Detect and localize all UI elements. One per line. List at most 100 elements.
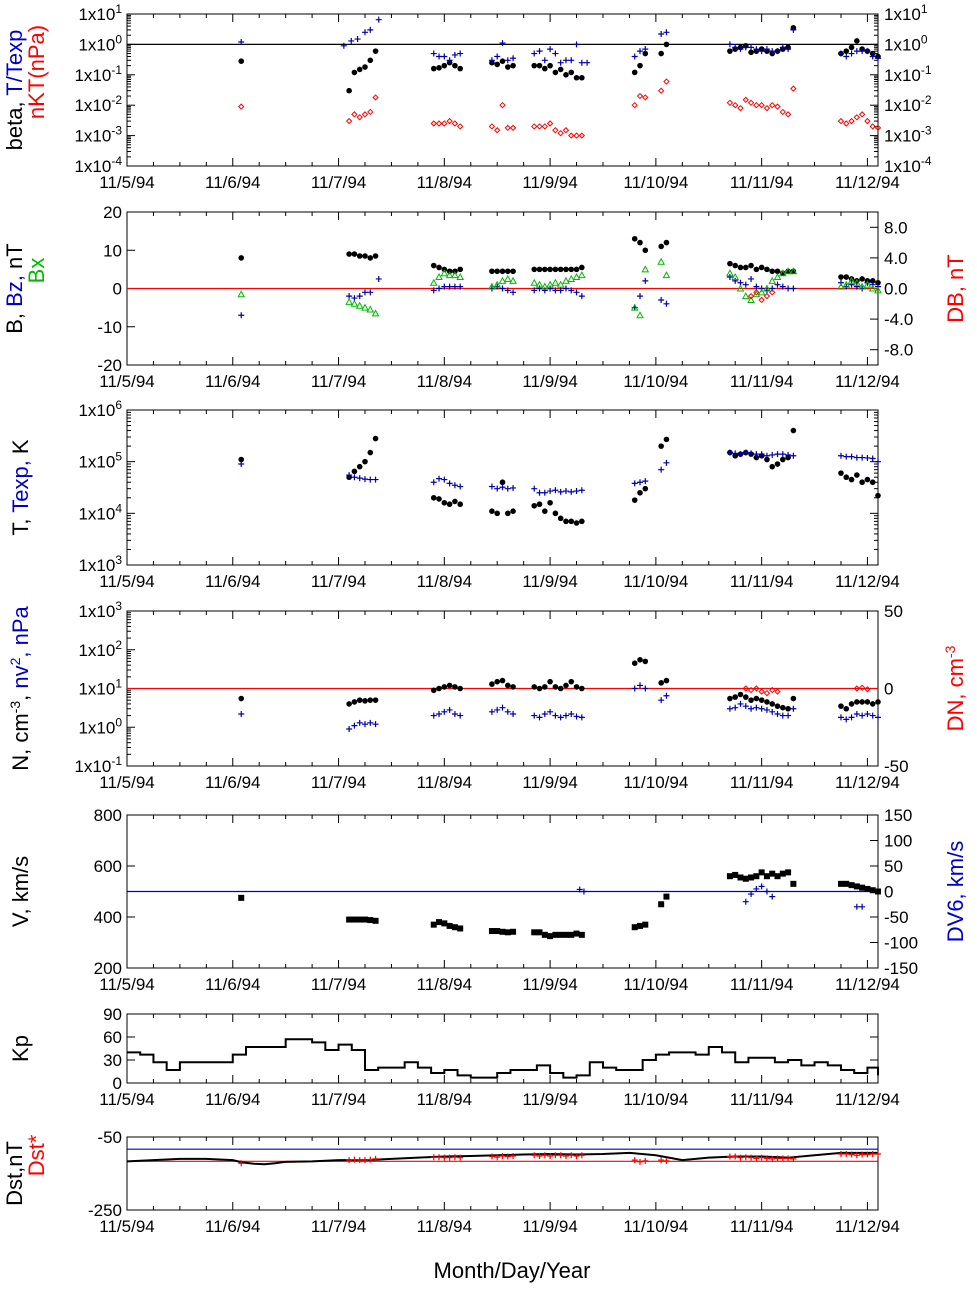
data-point <box>642 46 649 53</box>
data-point <box>510 684 516 690</box>
data-point <box>584 59 591 66</box>
data-point <box>510 1152 517 1159</box>
data-point <box>547 933 554 940</box>
data-point <box>547 708 554 715</box>
data-point <box>362 253 368 259</box>
right-y-tick-label: 1x101 <box>884 2 928 24</box>
data-point <box>542 508 548 514</box>
data-point <box>361 1157 368 1164</box>
data-point <box>875 699 881 705</box>
data-point <box>748 1154 755 1161</box>
data-point <box>494 510 501 517</box>
data-point <box>499 479 506 486</box>
data-point <box>557 488 564 495</box>
data-point <box>499 1152 506 1159</box>
panel-density: 11/5/94 11/6/94 11/7/94 11/8/94 11/9/94 11/10… <box>7 599 968 792</box>
data-point <box>732 704 739 711</box>
data-point <box>563 682 569 689</box>
right-y-tick-label: 1x10-4 <box>884 154 932 176</box>
data-point <box>579 74 585 81</box>
series-b <box>238 235 881 286</box>
y-axis-label-secondary: nKT(nPa) <box>24 25 49 119</box>
data-point <box>436 64 442 71</box>
data-point <box>779 44 786 51</box>
right-y-axis-label: DN, cm-3​ <box>942 645 968 731</box>
data-point <box>663 300 670 307</box>
data-point <box>859 285 866 292</box>
data-point <box>869 712 876 719</box>
data-point <box>351 722 358 729</box>
data-point <box>446 283 453 290</box>
y-tick-label: 1x103 <box>78 553 122 575</box>
data-point <box>774 703 781 709</box>
data-point <box>573 74 580 81</box>
data-point <box>504 485 511 492</box>
data-point <box>489 268 495 275</box>
data-point <box>441 476 448 483</box>
panel-kp: 11/5/94 11/6/94 11/7/94 11/8/94 11/9/94 11/10… <box>8 1005 900 1109</box>
data-point <box>642 94 649 101</box>
data-point <box>785 705 791 712</box>
data-point <box>779 712 786 719</box>
data-point <box>747 295 755 303</box>
data-point <box>488 483 495 490</box>
data-point <box>578 59 585 66</box>
data-point <box>436 710 443 717</box>
data-point <box>452 684 458 690</box>
data-point <box>499 704 506 711</box>
y-tick-label: 10 <box>103 241 122 260</box>
x-tick-label: 11/9/94 <box>522 173 577 192</box>
data-point <box>838 703 844 709</box>
data-point <box>853 883 860 890</box>
data-point <box>556 280 565 288</box>
data-point <box>430 287 437 294</box>
data-point <box>510 508 516 514</box>
data-point <box>494 61 501 68</box>
data-point <box>727 695 733 702</box>
data-point <box>763 1155 770 1162</box>
data-point <box>726 274 733 281</box>
data-point <box>578 487 585 494</box>
data-point <box>441 499 448 506</box>
data-point <box>536 62 543 69</box>
data-point <box>859 454 866 461</box>
data-point <box>542 684 548 690</box>
data-point <box>488 57 495 64</box>
data-point <box>837 1151 844 1158</box>
data-point <box>494 1154 501 1161</box>
y-axis-label: V, km/s <box>8 856 33 927</box>
x-tick-label: 11/8/94 <box>417 975 472 994</box>
data-point <box>547 678 553 685</box>
data-point <box>642 658 649 665</box>
data-point <box>238 456 245 463</box>
data-point <box>488 123 496 130</box>
data-point <box>436 919 443 926</box>
data-point <box>440 269 449 277</box>
data-point <box>636 311 644 319</box>
data-point <box>853 454 860 461</box>
data-point <box>430 1154 437 1161</box>
data-point <box>753 46 760 53</box>
data-point <box>837 452 844 459</box>
data-point <box>789 267 798 275</box>
data-point <box>430 494 437 501</box>
data-point <box>758 705 765 712</box>
data-point <box>573 713 580 720</box>
x-tick-label: 11/12/94 <box>835 1217 900 1236</box>
data-point <box>769 1155 776 1162</box>
data-point <box>748 44 755 51</box>
data-point <box>742 96 749 104</box>
data-point <box>367 449 374 456</box>
series-t-texp <box>238 16 881 66</box>
y-tick-label: 1x103 <box>78 599 122 621</box>
data-point <box>753 289 760 296</box>
data-point <box>868 284 877 292</box>
x-tick-label: 11/7/94 <box>311 572 366 591</box>
data-point <box>375 16 382 23</box>
data-point <box>753 873 760 880</box>
data-point <box>361 303 369 311</box>
data-point <box>372 253 379 259</box>
x-tick-label: 11/10/94 <box>623 773 688 792</box>
data-point <box>547 266 553 273</box>
data-point <box>859 884 866 891</box>
